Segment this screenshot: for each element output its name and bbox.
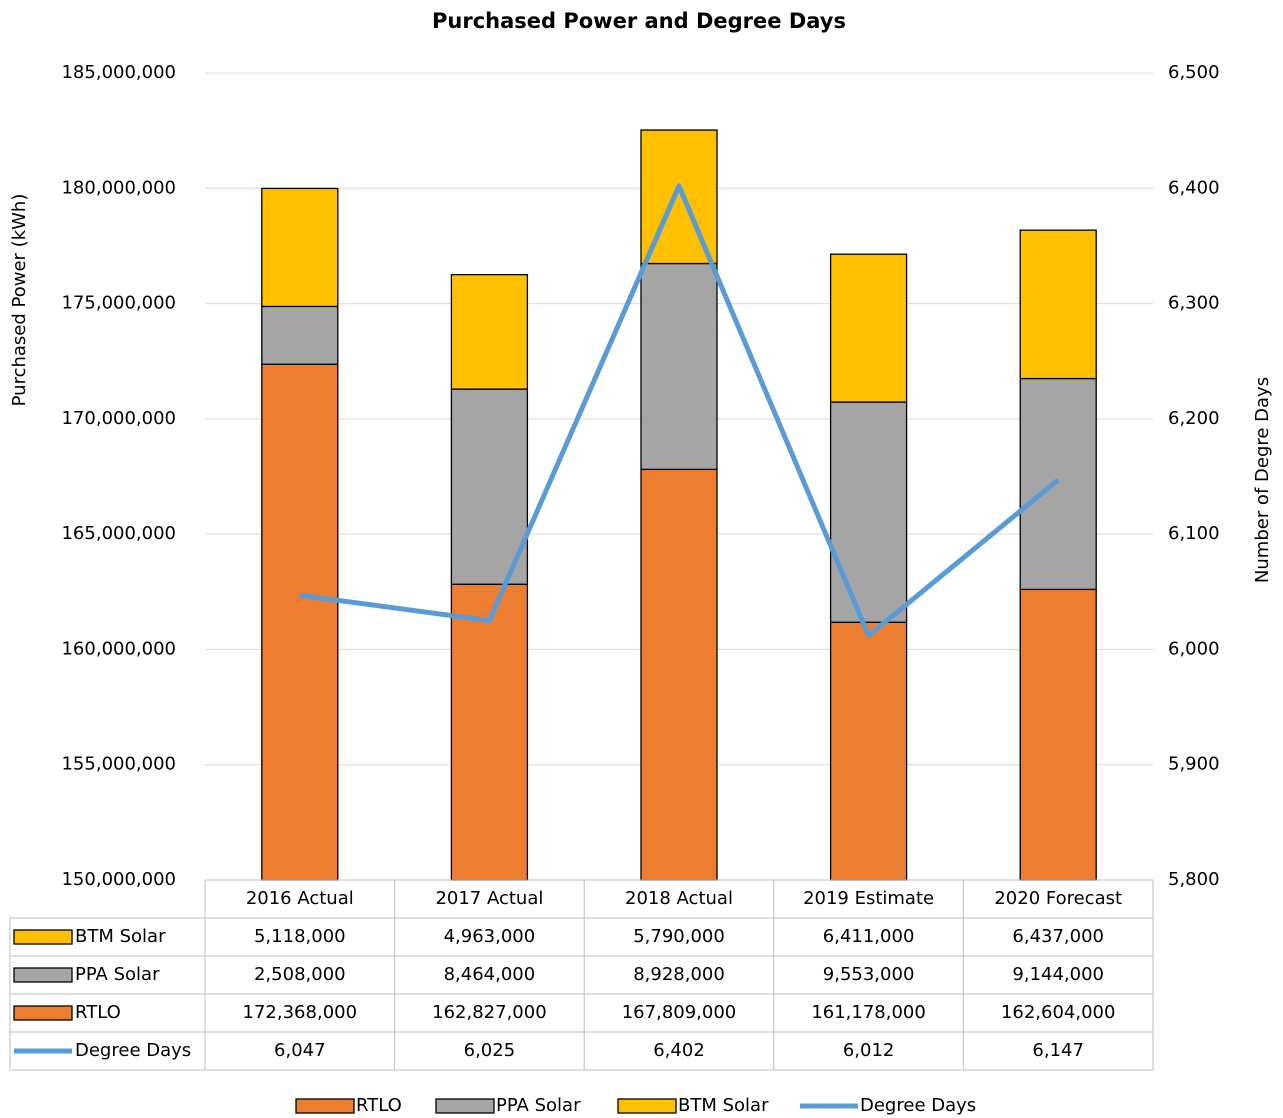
legend-key xyxy=(617,1098,677,1114)
table-row-label: PPA Solar xyxy=(75,964,160,985)
bar-segment xyxy=(261,187,339,308)
bar-segment xyxy=(1019,229,1097,380)
table-cell: 172,368,000 xyxy=(243,1002,358,1023)
bar-segment xyxy=(640,468,718,881)
table-cell: 167,809,000 xyxy=(622,1002,737,1023)
y-tick-label: 155,000,000 xyxy=(61,754,176,775)
y2-tick-label: 5,800 xyxy=(1168,869,1220,890)
y2-tick-label: 5,900 xyxy=(1168,754,1220,775)
table-cell: 5,790,000 xyxy=(633,926,725,947)
y2-tick-label: 6,000 xyxy=(1168,638,1220,659)
y-tick-label: 180,000,000 xyxy=(61,177,176,198)
y2-tick-label: 6,300 xyxy=(1168,293,1220,314)
table-cell: 6,012 xyxy=(843,1040,895,1061)
bar-segment xyxy=(261,363,339,881)
bar-segment xyxy=(829,621,908,881)
table-cell: 4,963,000 xyxy=(444,926,536,947)
x-tick-label: 2018 Actual xyxy=(625,888,733,909)
table-cell: 5,118,000 xyxy=(254,926,346,947)
table-cell: 6,402 xyxy=(653,1040,705,1061)
table-cell: 162,604,000 xyxy=(1001,1002,1116,1023)
x-tick-label: 2016 Actual xyxy=(246,888,354,909)
bar-segment xyxy=(450,274,529,390)
table-cell: 6,437,000 xyxy=(1012,926,1104,947)
table-cell: 8,928,000 xyxy=(633,964,725,985)
table-cell: 6,411,000 xyxy=(823,926,915,947)
table-cell: 2,508,000 xyxy=(254,964,346,985)
y-tick-label: 150,000,000 xyxy=(61,869,176,890)
bar-segment xyxy=(261,305,339,365)
x-tick-label: 2017 Actual xyxy=(435,888,543,909)
y-tick-label: 175,000,000 xyxy=(61,293,176,314)
bar-segment xyxy=(640,262,718,471)
legend-key xyxy=(13,1005,73,1021)
y2-tick-label: 6,100 xyxy=(1168,523,1220,544)
bar-segment xyxy=(829,401,908,623)
legend-key xyxy=(13,967,73,983)
x-tick-label: 2019 Estimate xyxy=(803,888,934,909)
y2-axis-label: Number of Degre Days xyxy=(1252,377,1273,583)
y-tick-label: 160,000,000 xyxy=(61,638,176,659)
y2-tick-label: 6,200 xyxy=(1168,408,1220,429)
legend-key xyxy=(295,1098,355,1114)
table-row-label: Degree Days xyxy=(75,1040,191,1061)
x-tick-label: 2020 Forecast xyxy=(994,888,1122,909)
table-row-label: BTM Solar xyxy=(75,926,166,947)
legend-label: BTM Solar xyxy=(678,1095,769,1116)
y-tick-label: 170,000,000 xyxy=(61,408,176,429)
legend-key xyxy=(13,929,73,945)
y2-tick-label: 6,400 xyxy=(1168,177,1220,198)
table-cell: 6,025 xyxy=(464,1040,516,1061)
bar-segment xyxy=(450,388,529,585)
table-cell: 162,827,000 xyxy=(432,1002,547,1023)
table-cell: 6,047 xyxy=(274,1040,326,1061)
table-cell: 9,553,000 xyxy=(823,964,915,985)
legend-label: Degree Days xyxy=(860,1095,976,1116)
table-cell: 6,147 xyxy=(1032,1040,1084,1061)
bar-segment xyxy=(1019,377,1097,591)
table-cell: 161,178,000 xyxy=(811,1002,926,1023)
line-series xyxy=(299,183,1060,639)
legend-label: PPA Solar xyxy=(496,1095,581,1116)
table-cell: 9,144,000 xyxy=(1012,964,1104,985)
y2-tick-label: 6,500 xyxy=(1168,62,1220,83)
bar-segment xyxy=(1019,588,1097,881)
table-cell: 8,464,000 xyxy=(444,964,536,985)
legend-label: RTLO xyxy=(356,1095,402,1116)
chart-title: Purchased Power and Degree Days xyxy=(432,9,846,33)
y-axis-label: Purchased Power (kWh) xyxy=(9,194,30,407)
bar-segment xyxy=(829,253,908,403)
y-tick-label: 185,000,000 xyxy=(61,62,176,83)
bar-segment xyxy=(450,583,529,881)
table-row-label: RTLO xyxy=(75,1002,121,1023)
legend-key xyxy=(435,1098,495,1114)
y-tick-label: 165,000,000 xyxy=(61,523,176,544)
